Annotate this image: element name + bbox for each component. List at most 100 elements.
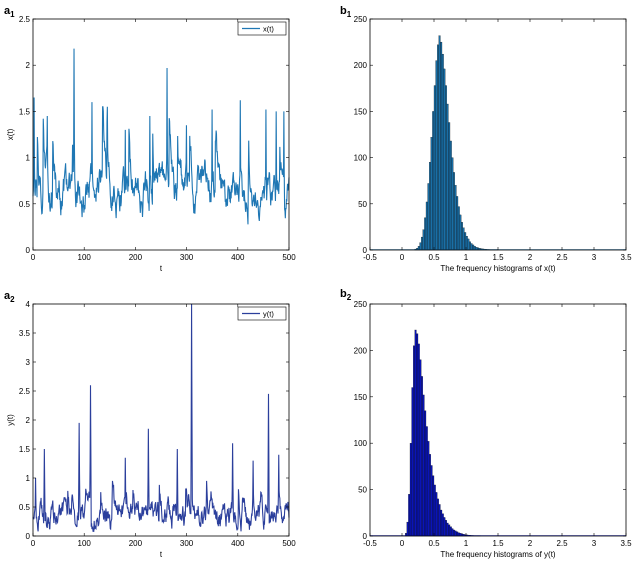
y-tick-label-b1: 50 [358, 200, 367, 209]
histogram-bar-b2 [416, 333, 419, 537]
x-tick-label-b1: -0.5 [363, 253, 377, 262]
panel-label-a1: a1 [4, 5, 15, 19]
axes-frame-a1 [32, 18, 290, 251]
x-tick-label-b1: 3 [592, 253, 597, 262]
x-tick-label-a1: 200 [129, 253, 143, 262]
y-tick-label-b1: 200 [354, 61, 368, 70]
x-tick-label-a2: 0 [31, 539, 36, 548]
histogram-bar-b1 [422, 229, 425, 251]
histogram-bar-b2 [429, 454, 431, 537]
x-tick-label-b1: 1.5 [492, 253, 504, 262]
histogram-bar-b1 [435, 60, 438, 251]
y-tick-label-a2: 4 [26, 300, 31, 309]
x-tick-label-a2: 300 [180, 539, 194, 548]
y-tick-label-a1: 1 [26, 154, 31, 163]
series-line-a2 [32, 303, 290, 532]
x-tick-label-b2: 0 [400, 539, 405, 548]
x-tick-label-a2: 500 [282, 539, 296, 548]
histogram-bar-b1 [448, 122, 451, 251]
histogram-bar-b2 [435, 492, 438, 537]
x-tick-label-a1: 300 [180, 253, 194, 262]
histogram-bar-b1 [462, 227, 465, 251]
x-axis-label-b2: The frequency histograms of y(t) [440, 550, 555, 559]
histogram-bar-b1 [469, 241, 471, 251]
x-tick-label-b1: 1 [464, 253, 469, 262]
histogram-bar-b1 [430, 137, 433, 251]
y-tick-label-b2: 0 [363, 532, 368, 541]
y-tick-label-b1: 250 [354, 15, 368, 24]
plot-area-a1 [32, 48, 290, 225]
histogram-bar-b2 [409, 443, 412, 537]
histogram-bar-b1 [432, 111, 435, 251]
legend-a2: y(t) [237, 306, 287, 321]
histogram-bar-b2 [413, 345, 415, 537]
histogram-bar-b2 [440, 509, 443, 537]
x-tick-label-a2: 400 [231, 539, 245, 548]
histogram-bar-b1 [441, 53, 444, 251]
histogram-bar-b1 [425, 201, 428, 251]
histogram-bar-b1 [470, 243, 473, 251]
y-axis-label-a2: y(t) [6, 414, 15, 426]
plot-area-b1 [370, 35, 626, 251]
plot-area-b2 [370, 329, 626, 537]
x-tick-label-a2: 100 [78, 539, 92, 548]
legend-label-a1: x(t) [263, 25, 274, 34]
histogram-bar-b2 [443, 517, 446, 537]
y-tick-label-b2: 250 [354, 300, 368, 309]
histogram-bar-b2 [430, 465, 433, 537]
legend-label-a2: y(t) [263, 310, 274, 319]
y-tick-label-a1: 0.5 [19, 200, 31, 209]
y-tick-label-a1: 2 [26, 61, 31, 70]
histogram-bar-b1 [446, 103, 449, 251]
x-tick-label-a1: 400 [231, 253, 245, 262]
histogram-bar-b2 [421, 376, 423, 537]
histogram-bar-b2 [448, 524, 451, 537]
histogram-bar-b1 [421, 236, 423, 251]
histogram-bar-b1 [429, 162, 431, 251]
x-tick-label-b2: 1.5 [492, 539, 504, 548]
histogram-bar-b1 [449, 140, 452, 251]
histogram-bar-b1 [437, 44, 439, 251]
y-tick-label-a1: 2.5 [19, 15, 31, 24]
histogram-bar-b2 [424, 410, 427, 537]
x-axis-label-a2: t [160, 550, 163, 559]
x-tick-label-b2: 3.5 [620, 539, 632, 548]
y-tick-label-b2: 50 [358, 486, 367, 495]
histogram-bar-b2 [408, 494, 411, 537]
y-tick-label-b2: 200 [354, 346, 368, 355]
x-tick-label-b2: 0.5 [428, 539, 440, 548]
y-tick-label-b1: 150 [354, 107, 368, 116]
histogram-bar-b1 [459, 214, 462, 251]
y-tick-label-a2: 1 [26, 474, 31, 483]
histogram-bar-b1 [456, 196, 459, 251]
chart-a1-time-series-x: 0 100 200 300 400 500 0 0.5 1 1.5 2 2.5 t x(t) x(t) [6, 15, 296, 273]
x-tick-label-b1: 2 [528, 253, 533, 262]
x-tick-label-a1: 0 [31, 253, 36, 262]
histogram-bar-b2 [419, 359, 422, 537]
x-tick-label-b2: 1 [464, 539, 469, 548]
y-axis-label-a1: x(t) [6, 128, 15, 140]
histogram-bar-b2 [453, 529, 455, 537]
y-tick-label-b1: 100 [354, 154, 368, 163]
histogram-bar-b2 [432, 475, 435, 537]
panel-label-b2: b2 [340, 288, 352, 302]
y-tick-label-a2: 1.5 [19, 445, 31, 454]
histogram-bar-b2 [438, 504, 441, 537]
axes-frame-b1 [369, 18, 627, 251]
chart-a2-time-series-y: 0 100 200 300 400 500 0 0.5 1 1.5 2 2.5 3 3.5 4 t y(t)… [6, 300, 296, 559]
histogram-bar-b1 [419, 242, 422, 251]
x-tick-label-b2: 2.5 [556, 539, 568, 548]
panel-label-b1: b1 [340, 5, 352, 19]
histogram-bar-b1 [457, 206, 460, 251]
y-tick-label-b2: 150 [354, 393, 368, 402]
histogram-bar-b1 [427, 183, 430, 251]
x-tick-label-b2: -0.5 [363, 539, 377, 548]
histogram-bar-b2 [441, 513, 444, 537]
x-tick-label-b1: 0 [400, 253, 405, 262]
y-tick-label-a1: 0 [26, 246, 31, 255]
histogram-bar-b2 [417, 343, 420, 537]
x-tick-label-a1: 100 [78, 253, 92, 262]
histogram-bar-b2 [425, 426, 428, 537]
